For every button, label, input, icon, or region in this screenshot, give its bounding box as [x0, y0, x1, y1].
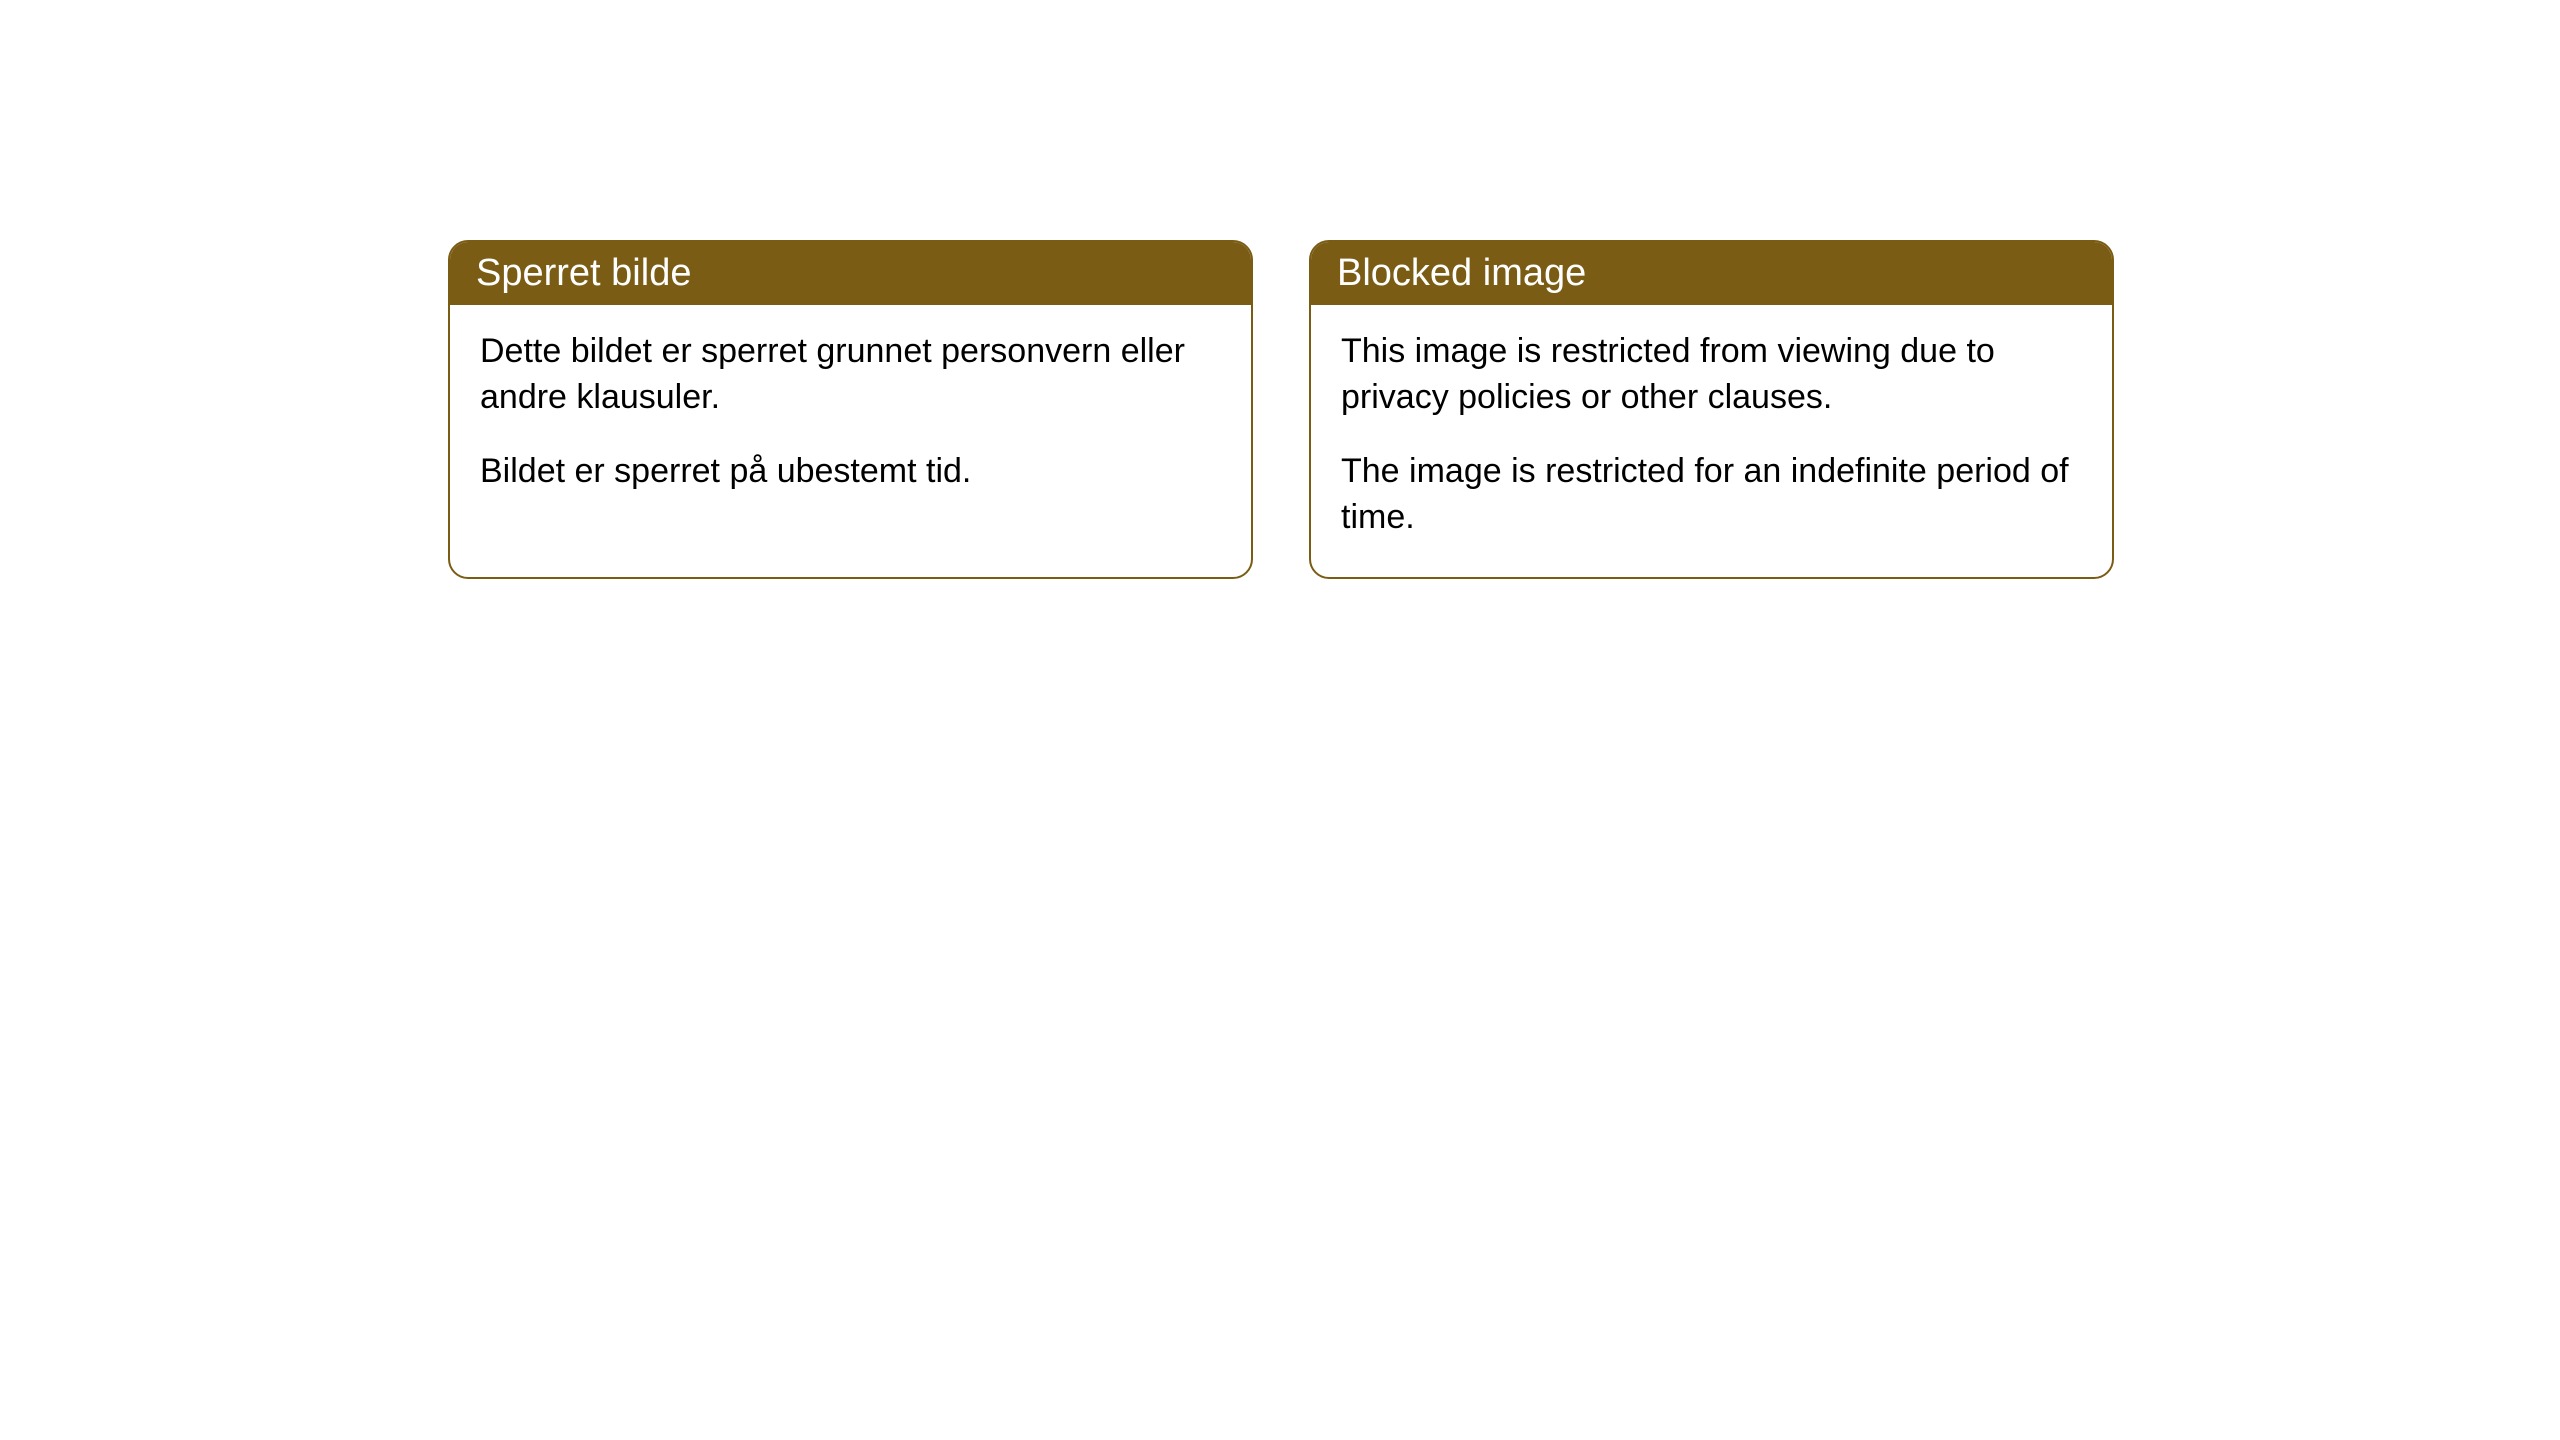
card-body-norwegian: Dette bildet er sperret grunnet personve… — [450, 305, 1251, 531]
blocked-image-card-english: Blocked image This image is restricted f… — [1309, 240, 2114, 579]
notice-text-norwegian-1: Dette bildet er sperret grunnet personve… — [480, 329, 1221, 421]
notice-text-english-1: This image is restricted from viewing du… — [1341, 329, 2082, 421]
blocked-image-card-norwegian: Sperret bilde Dette bildet er sperret gr… — [448, 240, 1253, 579]
notice-container: Sperret bilde Dette bildet er sperret gr… — [0, 0, 2560, 579]
notice-text-norwegian-2: Bildet er sperret på ubestemt tid. — [480, 449, 1221, 495]
card-header-english: Blocked image — [1311, 242, 2112, 305]
notice-text-english-2: The image is restricted for an indefinit… — [1341, 449, 2082, 541]
card-body-english: This image is restricted from viewing du… — [1311, 305, 2112, 577]
card-header-norwegian: Sperret bilde — [450, 242, 1251, 305]
